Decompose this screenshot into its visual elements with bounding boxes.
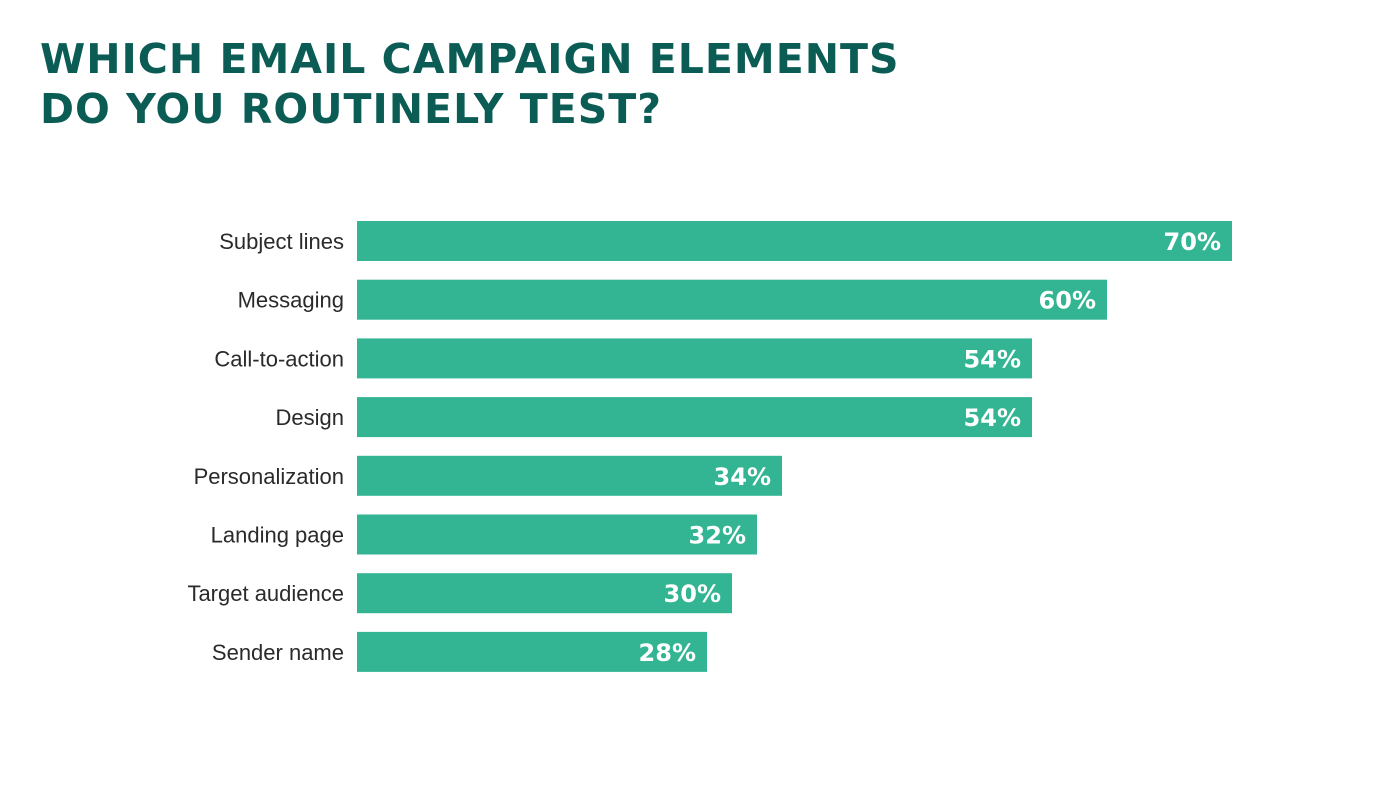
- value-label: 30%: [664, 580, 721, 608]
- value-label: 34%: [714, 463, 771, 491]
- bar-target-audience: [357, 573, 732, 614]
- category-label: Sender name: [212, 640, 344, 665]
- bar-call-to-action: [357, 338, 1032, 379]
- bar-sender-name: [357, 631, 707, 672]
- bar-design: [357, 397, 1032, 438]
- value-label: 60%: [1039, 287, 1096, 315]
- category-label: Landing page: [211, 523, 344, 548]
- category-label: Personalization: [194, 464, 344, 489]
- bar-messaging: [357, 279, 1107, 320]
- value-label: 54%: [964, 345, 1021, 373]
- bar-subject-lines: [357, 221, 1232, 261]
- chart-title-line-2: DO YOU ROUTINELY TEST?: [40, 85, 663, 133]
- value-label: 28%: [639, 639, 696, 667]
- category-label: Target audience: [187, 581, 344, 606]
- bar-landing-page: [357, 514, 757, 555]
- value-label: 32%: [689, 522, 746, 550]
- value-label: 70%: [1164, 228, 1221, 256]
- category-label: Subject lines: [219, 229, 344, 254]
- value-label: 54%: [964, 404, 1021, 432]
- category-label: Messaging: [238, 288, 344, 313]
- chart-title-line-1: WHICH EMAIL CAMPAIGN ELEMENTS: [40, 35, 900, 83]
- category-label: Design: [276, 405, 344, 430]
- bar-personalization: [357, 455, 782, 496]
- category-label: Call-to-action: [214, 346, 344, 371]
- chart-title: WHICH EMAIL CAMPAIGN ELEMENTS DO YOU ROU…: [40, 34, 900, 134]
